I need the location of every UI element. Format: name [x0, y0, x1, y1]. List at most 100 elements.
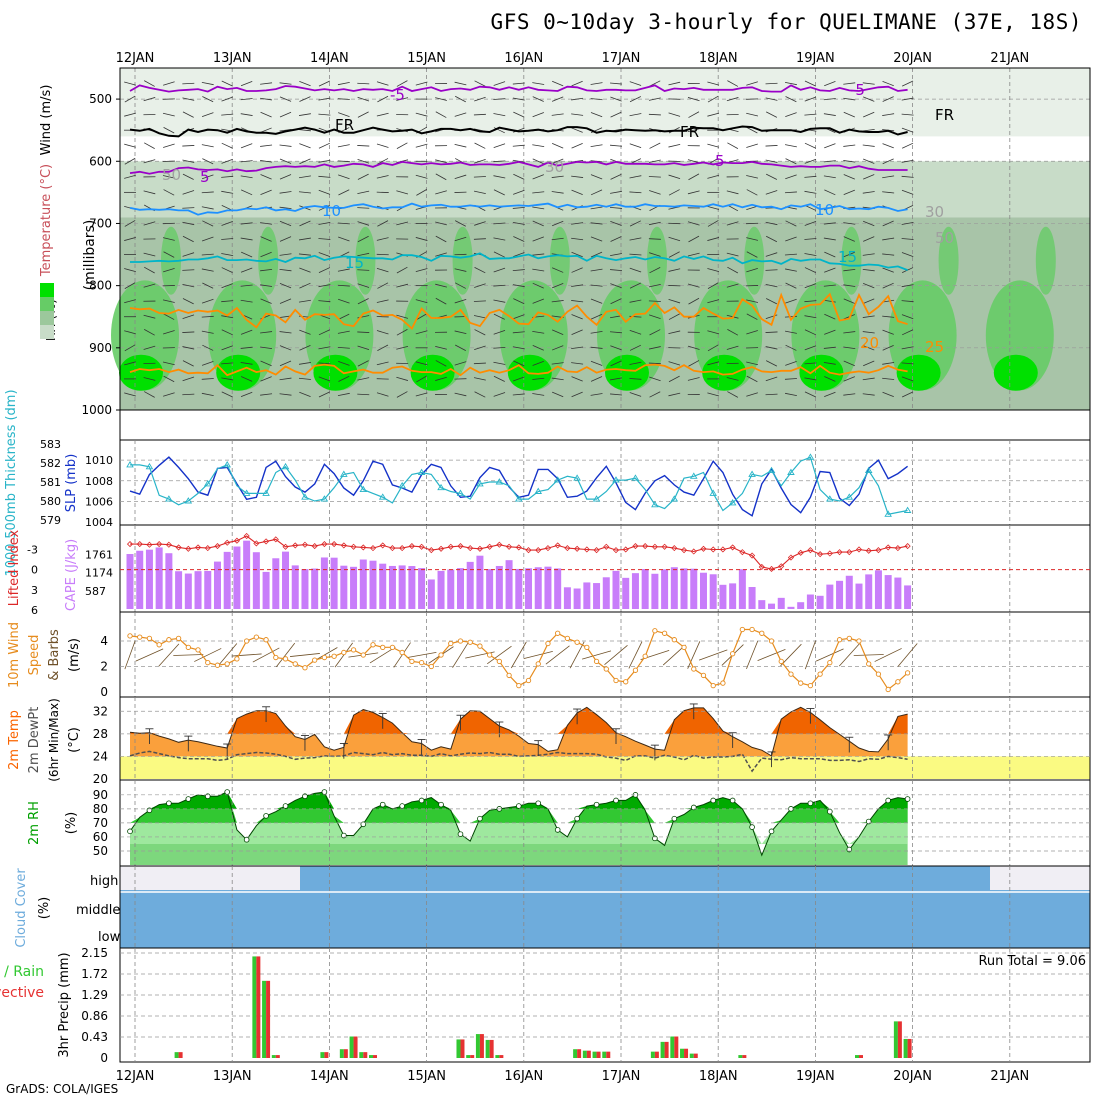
wind-speed-marker: [127, 633, 133, 639]
wind-barb: [882, 362, 895, 365]
wind-barb: [843, 376, 855, 382]
wind-barb: [784, 268, 797, 272]
wind-barb: [338, 174, 350, 180]
wind-barb: [843, 97, 856, 101]
precip-convective-bar: [654, 1051, 659, 1058]
wind-barb: [823, 160, 836, 163]
wind-barb: [804, 80, 817, 87]
rh-marker: [671, 815, 678, 822]
wind-barb: [182, 173, 194, 180]
cape-bar: [175, 571, 183, 609]
wind-barb: [454, 392, 467, 397]
lifted-index-marker: [855, 546, 863, 553]
wind-barb: [532, 253, 545, 256]
surface-wind-barb: [406, 652, 437, 658]
rh-core: [119, 354, 163, 391]
wind-barb: [648, 176, 661, 178]
wind-barb: [746, 313, 758, 320]
wind-barb: [648, 113, 661, 116]
thickness-marker: [281, 462, 290, 470]
wind-barb: [435, 283, 447, 288]
wind-barb: [357, 159, 370, 164]
wind-barb: [124, 268, 136, 273]
wind-barb: [784, 82, 797, 86]
wind-barb: [609, 331, 623, 334]
wind-barb: [687, 252, 700, 257]
precip-total-bar: [262, 980, 267, 1058]
wind-barb: [240, 189, 253, 196]
wind-barb: [201, 268, 214, 272]
thickness-marker: [728, 499, 737, 506]
wind-barb: [318, 222, 331, 225]
cape-bar: [291, 565, 299, 609]
cape-bar: [593, 583, 601, 609]
cape-bar: [836, 580, 844, 609]
wind-barb: [863, 283, 875, 289]
lifted-index-marker: [408, 543, 415, 550]
wind-barb: [299, 329, 311, 335]
dewpoint-line: [129, 750, 908, 773]
precip-convective-bar: [353, 1036, 358, 1058]
wind-barb: [610, 283, 622, 289]
wind-barb: [473, 113, 486, 116]
cape-bar: [748, 587, 756, 609]
wind-barb: [532, 236, 544, 242]
precip-convective-bar: [606, 1051, 611, 1058]
wind-barb: [221, 267, 233, 273]
wind-barb: [843, 393, 856, 396]
wind-barb: [765, 283, 778, 288]
wind-barb: [863, 111, 875, 118]
precip-total-bar: [339, 1049, 344, 1058]
precip-tick-label: 1.29: [81, 988, 108, 1002]
wind-barb: [260, 376, 272, 382]
wind-barb: [707, 220, 719, 227]
wind-barb: [668, 189, 680, 196]
rh-tick-label: 80: [93, 802, 108, 816]
wind-barb: [590, 268, 603, 272]
wind-barb: [746, 81, 758, 86]
cape-bar: [126, 554, 134, 609]
wind-barb: [668, 251, 680, 258]
wind-barb: [318, 97, 331, 101]
wind-barb: [338, 236, 350, 242]
surface-wind-barb: [853, 654, 884, 656]
wind-barb: [746, 375, 758, 383]
wind-barb: [298, 377, 311, 380]
lifted-index-marker: [787, 554, 795, 561]
wind-barb: [240, 98, 253, 101]
wind-barb: [648, 283, 661, 288]
precip-total-bar: [475, 1034, 480, 1058]
contour-label: FR: [935, 106, 954, 124]
precip-total-bar: [903, 1038, 908, 1058]
wind-barb: [124, 299, 136, 304]
wind-barb: [260, 298, 272, 304]
precip-axis-label: 3hr Precip (mm): [57, 952, 72, 1057]
wind-barb: [824, 189, 836, 196]
wind-barb: [863, 220, 875, 227]
wind-barb: [221, 238, 234, 240]
wind-speed-marker: [457, 638, 464, 644]
wind-barb: [240, 299, 253, 303]
surface-wind-barb: [194, 648, 222, 662]
wind-barb: [629, 81, 642, 86]
wind-barb: [240, 81, 253, 87]
wind-barb: [804, 142, 817, 149]
wind-barb: [337, 284, 350, 287]
lifted-index-marker: [817, 551, 824, 558]
slp-tick-label: 1004: [85, 516, 113, 529]
wind-speed-marker: [418, 660, 425, 666]
precip-total-bar: [252, 956, 257, 1058]
wind-barb: [862, 331, 875, 334]
temp-tick-label: 20: [93, 772, 108, 786]
wind-barb: [668, 268, 681, 272]
cape-bar: [486, 569, 494, 609]
wind-barb: [337, 98, 350, 100]
wind-barb: [843, 144, 856, 147]
wind-speed-marker: [545, 640, 551, 647]
wind-barb: [629, 267, 642, 273]
wind-barb: [687, 128, 700, 133]
wind-barb: [804, 362, 817, 365]
wind-barb: [843, 360, 855, 367]
thickness-marker: [456, 489, 465, 496]
wind-barb: [901, 159, 914, 163]
